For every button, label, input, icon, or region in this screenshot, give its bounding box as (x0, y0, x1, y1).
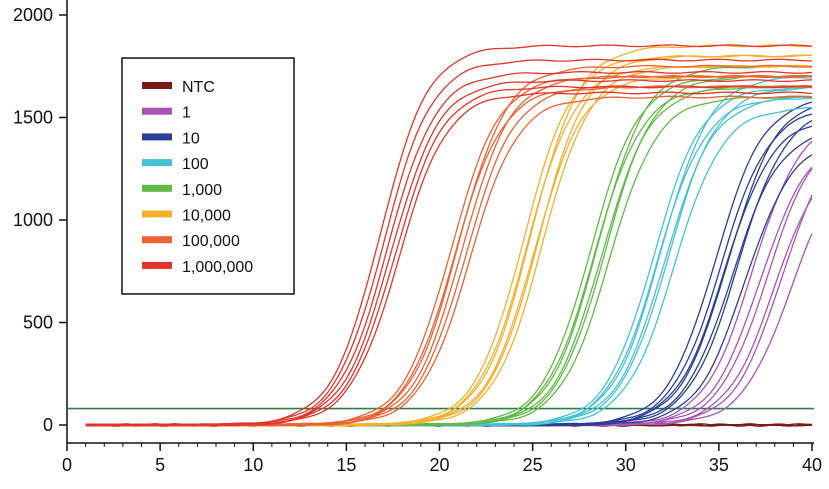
legend-label: 100 (182, 156, 209, 173)
legend-label: 10 (182, 130, 200, 147)
y-tick-label: 1000 (13, 210, 53, 230)
x-tick-label: 5 (155, 455, 165, 475)
x-tick-label: 15 (336, 455, 356, 475)
legend-label: 1,000,000 (182, 259, 253, 276)
x-tick-label: 35 (709, 455, 729, 475)
legend-label: 1,000 (182, 182, 222, 199)
y-tick-label: 1500 (13, 108, 53, 128)
plot-area: 0 500 1000 1500 2000 0 5 10 15 20 25 30 35 40 (13, 0, 822, 475)
legend-label: 100,000 (182, 233, 240, 250)
legend-swatch (142, 159, 172, 167)
legend-label: 1 (182, 105, 191, 122)
amplification-curve (85, 91, 813, 427)
legend-label: 10,000 (182, 208, 231, 225)
amplification-curve (85, 79, 813, 427)
x-tick-label: 40 (802, 455, 822, 475)
y-tick-label: 2000 (13, 5, 53, 25)
x-tick-label: 0 (62, 455, 72, 475)
x-tick-label: 30 (616, 455, 636, 475)
x-tick-label: 10 (243, 455, 263, 475)
legend-swatch (142, 133, 172, 141)
legend-swatch (142, 82, 172, 89)
x-tick-label: 25 (523, 455, 543, 475)
x-tick-label: 20 (429, 455, 449, 475)
legend-swatch (142, 210, 172, 218)
legend-swatch (142, 107, 172, 115)
legend-swatch (142, 261, 172, 269)
series-1000000 (85, 44, 813, 427)
legend-label: NTC (182, 79, 215, 96)
y-tick-label: 0 (43, 415, 53, 435)
legend-swatch (142, 184, 172, 192)
y-tick-label: 500 (23, 313, 53, 333)
legend-swatch (142, 236, 172, 244)
legend-box (121, 57, 295, 295)
legend: NTC 1 10 100 1,000 10,000 100,000 1,000,000 (121, 57, 295, 295)
